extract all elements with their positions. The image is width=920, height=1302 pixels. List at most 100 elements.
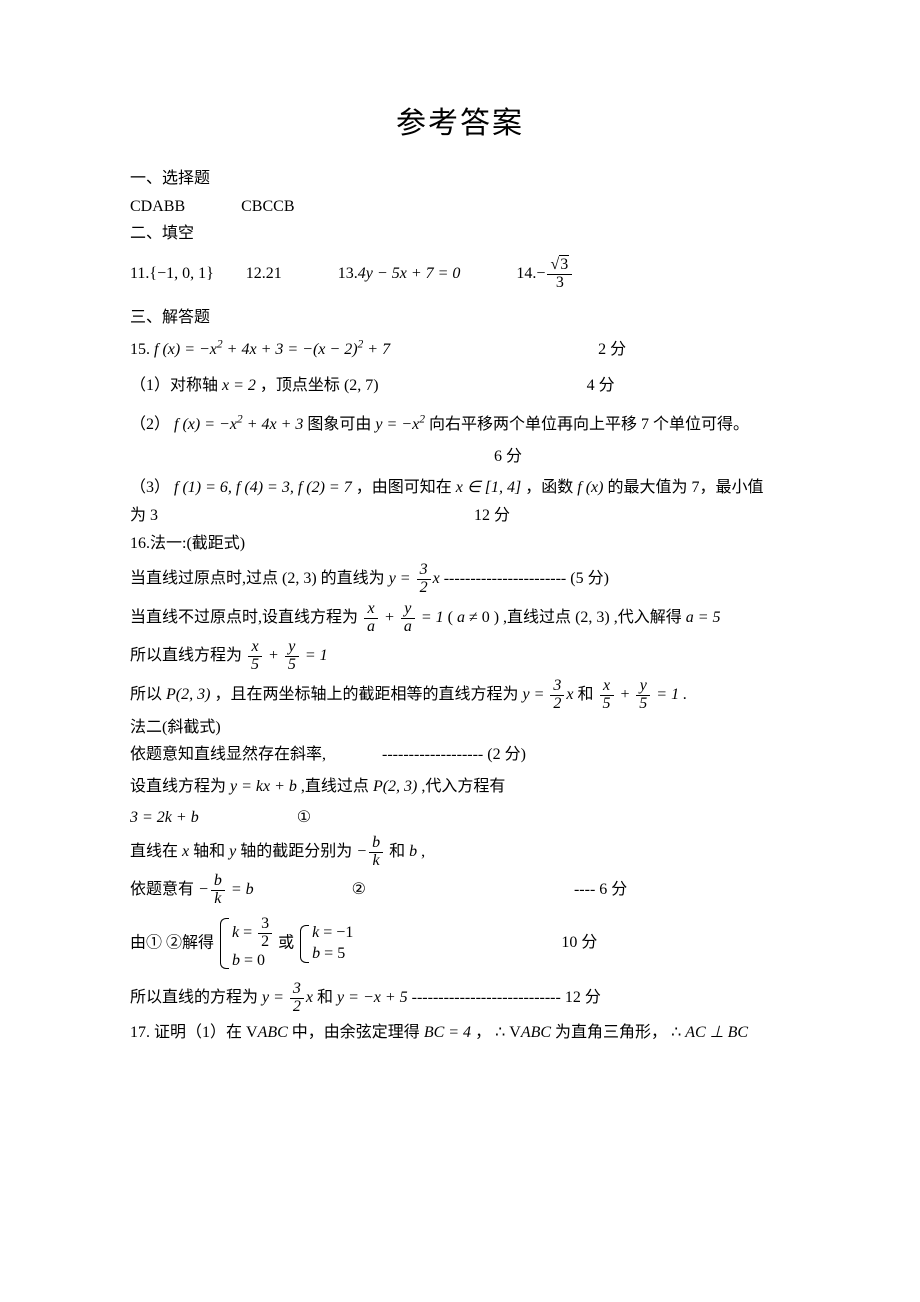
q15-part3-line2: 为 3 12 分 [130, 503, 790, 529]
page: 参考答案 一、选择题 CDABB CBCCB 二、填空 11.{−1, 0, 1… [0, 0, 920, 1302]
q16-m2-l1-dash: ------------------- [382, 746, 483, 763]
q15-part2: （2） f (x) = −x2 + 4x + 3 图象可由 y = −x2 向右… [130, 412, 790, 438]
q16-m2-l4-x: x [182, 843, 193, 860]
q16-m1-l1-pt: (2, 3) [282, 570, 317, 587]
q16-m1-l4-pt: P(2, 3) [166, 686, 214, 703]
q16-m2-l7-eq1: y = 32x [262, 989, 313, 1006]
q16-m2-l2-eq: y = kx + b [230, 778, 301, 795]
q15-p1-vertex: (2, 7) [344, 377, 379, 394]
q16-m2-l3-num: ① [297, 809, 311, 826]
q16-method1-title: 法一:(截距式) [150, 535, 245, 552]
q15-p1-axis: x = 2 [222, 377, 260, 394]
q16-m2-l7: 所以直线的方程为 y = 32x 和 y = −x + 5 ----------… [130, 981, 790, 1016]
q16-m2-l7-and: 和 [317, 989, 337, 1006]
q12-label: 12. [246, 265, 266, 282]
fill-blanks-row: 11.{−1, 0, 1} 12.21 13.4y − 5x + 7 = 0 1… [130, 257, 790, 292]
section1-heading: 一、选择题 [130, 166, 790, 192]
q15-p3-mid1: ，由图可知在 [356, 479, 452, 496]
q15-score4: 12 分 [474, 503, 510, 529]
q11-label: 11. [130, 265, 149, 282]
q16-m1-l4-b: ，且在两坐标轴上的截距相等的直线方程为 [214, 686, 522, 703]
q16-m1-l2: 当直线不过原点时,设直线方程为 xa + ya = 1 ( a ≠ 0 ) ,直… [130, 601, 790, 636]
q15-score3-line: 6 分 [130, 444, 790, 470]
q17-tri1: VABC [246, 1024, 288, 1041]
q16-m2-l4-a: 直线在 [130, 843, 178, 860]
q16-m1-l2-a: 当直线不过原点时,设直线方程为 [130, 609, 358, 626]
q17-therefore2: ∴ [671, 1024, 685, 1041]
q13-label: 13. [338, 265, 358, 282]
system-1: k = 32 b = 0 [218, 916, 274, 971]
q15-p3-vals: f (1) = 6, f (4) = 3, f (2) = 7 [174, 479, 356, 496]
q16-m2-l3-eq: 3 = 2k + b [130, 809, 199, 826]
q17-therefore1: ∴ [495, 1024, 505, 1041]
q15-expr: f (x) = −x2 + 4x + 3 = −(x − 2)2 + 7 [154, 341, 390, 358]
q16-m1-l4-eq2: x5 + y5 = 1 . [598, 686, 688, 703]
q16-m1-l2-pt: (2, 3) [575, 609, 610, 626]
q16-m2-l3: 3 = 2k + b ① [130, 805, 790, 831]
q11-value: {−1, 0, 1} [149, 265, 213, 282]
q15-p3-prefix: （3） [130, 479, 170, 496]
q16-heading: 16.法一:(截距式) [130, 531, 790, 557]
q16-m1-l2-b: ,直线过点 [503, 609, 571, 626]
q17-mid1: 中，由余弦定理得 [292, 1024, 420, 1041]
q16-m2-l6-score: 10 分 [561, 930, 597, 956]
q15-p3-fn: f (x) [577, 479, 607, 496]
q15-line1: 15. f (x) = −x2 + 4x + 3 = −(x − 2)2 + 7… [130, 337, 790, 363]
q16-m1-l1-score: (5 分) [570, 570, 609, 587]
q16-m1-l3: 所以直线方程为 x5 + y5 = 1 [130, 639, 790, 674]
q15-p2-mid1: 图象可由 [307, 416, 375, 433]
q15-p2-expr2: y = −x2 [375, 416, 425, 433]
q16-m1-l1-b: 的直线为 [321, 570, 389, 587]
q15-p1-mid: ，顶点坐标 [260, 377, 340, 394]
q16-m1-l2-c: ,代入解得 [614, 609, 682, 626]
q15-part1: （1）对称轴 x = 2 ，顶点坐标 (2, 7) 4 分 [130, 373, 790, 399]
q15-label: 15. [130, 341, 150, 358]
q16-m2-l5: 依题意有 −bk = b ② ---- 6 分 [130, 873, 790, 908]
q16-m2-l4-c: 轴的截距分别为 [240, 843, 352, 860]
q17-res1: BC = 4 [424, 1024, 475, 1041]
q16-method2-title: 法二(斜截式) [130, 715, 790, 741]
q16-m2-l7-score: 12 分 [565, 989, 601, 1006]
q15-p3-l2: 为 3 [130, 507, 158, 524]
q16-m2-l1-score: (2 分) [487, 746, 526, 763]
q17-line: 17. 证明（1）在 VABC 中，由余弦定理得 BC = 4 ， ∴ VABC… [130, 1020, 790, 1046]
answers-left: CDABB [130, 198, 185, 215]
q16-m1-l2-res: a = 5 [686, 609, 721, 626]
q16-m2-l4: 直线在 x 轴和 y 轴的截距分别为 −bk 和 b , [130, 835, 790, 870]
q16-m2-l7-dash: ---------------------------- [412, 989, 561, 1006]
q15-p1-prefix: （1）对称轴 [130, 377, 218, 394]
q17-label: 17. [130, 1024, 150, 1041]
q17-res2: AC ⊥ BC [685, 1024, 748, 1041]
q16-m1-l4-a: 所以 [130, 686, 162, 703]
q13-value: 4y − 5x + 7 = 0 [358, 265, 461, 282]
q16-m2-l2-a: 设直线方程为 [130, 778, 226, 795]
q15-p2-tail: 向右平移两个单位再向上平移 7 个单位可得。 [429, 416, 749, 433]
q14-value: −√33 [536, 265, 574, 282]
q16-m1-l2-paren: ( a ≠ 0 ) [448, 609, 499, 626]
q16-m2-l4-b: 轴和 [193, 843, 229, 860]
q16-m2-l4-d: 和 [389, 843, 405, 860]
q16-m2-l2: 设直线方程为 y = kx + b ,直线过点 P(2, 3) ,代入方程有 [130, 774, 790, 800]
answers-right: CBCCB [241, 198, 294, 215]
q16-m2-l5-dash: ---- [574, 881, 595, 898]
q16-m2-l5-num: ② [352, 881, 366, 898]
q16-m1-l4: 所以 P(2, 3) ，且在两坐标轴上的截距相等的直线方程为 y = 32x 和… [130, 678, 790, 713]
q16-m1-l2-eq: xa + ya = 1 [362, 609, 444, 626]
q17-tri2: VABC [509, 1024, 551, 1041]
q16-m2-l1: 依题意知直线显然存在斜率, ------------------- (2 分) [130, 742, 790, 768]
q17-mid2: ， [475, 1024, 491, 1041]
section1-answers: CDABB CBCCB [130, 194, 790, 220]
q15-score1: 2 分 [598, 337, 626, 363]
q16-m2-l2-c: ,代入方程有 [421, 778, 505, 795]
q16-m1-l1-a: 当直线过原点时,过点 [130, 570, 278, 587]
system-2: k = −1 b = 5 [298, 923, 353, 965]
q16-m1-l4-and: 和 [577, 686, 593, 703]
q16-m2-l6-or: 或 [278, 934, 294, 951]
q16-m2-l5-score: 6 分 [599, 881, 627, 898]
q16-label: 16. [130, 535, 150, 552]
q12-value: 21 [266, 265, 282, 282]
q16-m2-l2-b: ,直线过点 [301, 778, 369, 795]
q16-m2-l6-a: 由① ②解得 [130, 934, 214, 951]
q16-m2-l5-eq: −bk = b [198, 881, 254, 898]
q17-mid3: 为直角三角形， [555, 1024, 667, 1041]
